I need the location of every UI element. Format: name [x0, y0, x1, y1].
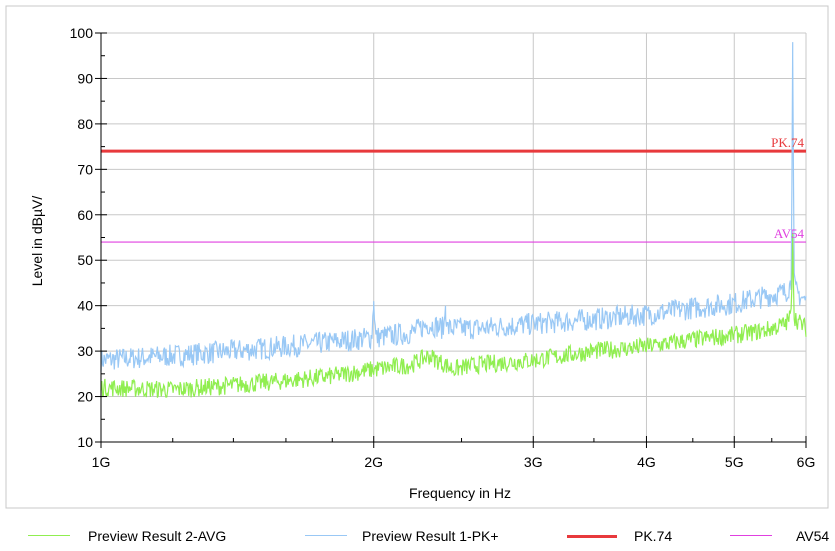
y-tick-label: 50: [77, 252, 93, 268]
x-tick-label: 5G: [725, 454, 744, 470]
series-line-preview-result-1-pk-: [100, 42, 807, 372]
legend-label: PK.74: [634, 528, 673, 544]
axes: [95, 32, 807, 448]
y-tick-label: 20: [77, 389, 93, 405]
limit-label-pk-74: PK.74: [771, 135, 804, 150]
x-tick-label: 4G: [637, 454, 656, 470]
legend-swatch: [28, 535, 70, 536]
x-tick-label: 6G: [797, 454, 816, 470]
x-tick-label: 1G: [92, 454, 111, 470]
legend-label: Preview Result 2-AVG: [88, 528, 227, 544]
data-series: [100, 42, 807, 398]
chart-figure: 10 20 30 40 50 60 70 80 90 100 1G 2G 3G 4G 5G 6G PK.74 AV…: [5, 5, 829, 509]
y-tick-label: 70: [77, 161, 93, 177]
legend-swatch: [730, 535, 772, 536]
figure-frame: [5, 5, 829, 509]
tick-labels: 10 20 30 40 50 60 70 80 90 100 1G 2G 3G 4G 5G 6G PK.74 AV…: [70, 25, 816, 470]
x-tick-label: 2G: [364, 454, 383, 470]
y-tick-label: 80: [77, 116, 93, 132]
legend-swatch: [305, 535, 347, 536]
y-tick-label: 30: [77, 343, 93, 359]
legend-swatch: [567, 535, 617, 538]
y-tick-label: 40: [77, 298, 93, 314]
legend: Preview Result 2-AVG Preview Result 1-PK+…: [0, 525, 835, 547]
y-tick-label: 60: [77, 207, 93, 223]
legend-label: Preview Result 1-PK+: [362, 528, 499, 544]
x-tick-label: 3G: [524, 454, 543, 470]
x-axis-title: Frequency in Hz: [409, 485, 511, 501]
legend-label: AV54: [796, 528, 830, 544]
series-line-preview-result-2-avg: [100, 232, 807, 398]
y-tick-label: 90: [77, 70, 93, 86]
y-axis-title: Level in dBµV/: [29, 196, 45, 287]
y-tick-label: 100: [70, 25, 94, 41]
y-tick-label: 10: [77, 434, 93, 450]
limit-label-av54: AV54: [774, 226, 805, 241]
grid-lines: [101, 32, 807, 442]
